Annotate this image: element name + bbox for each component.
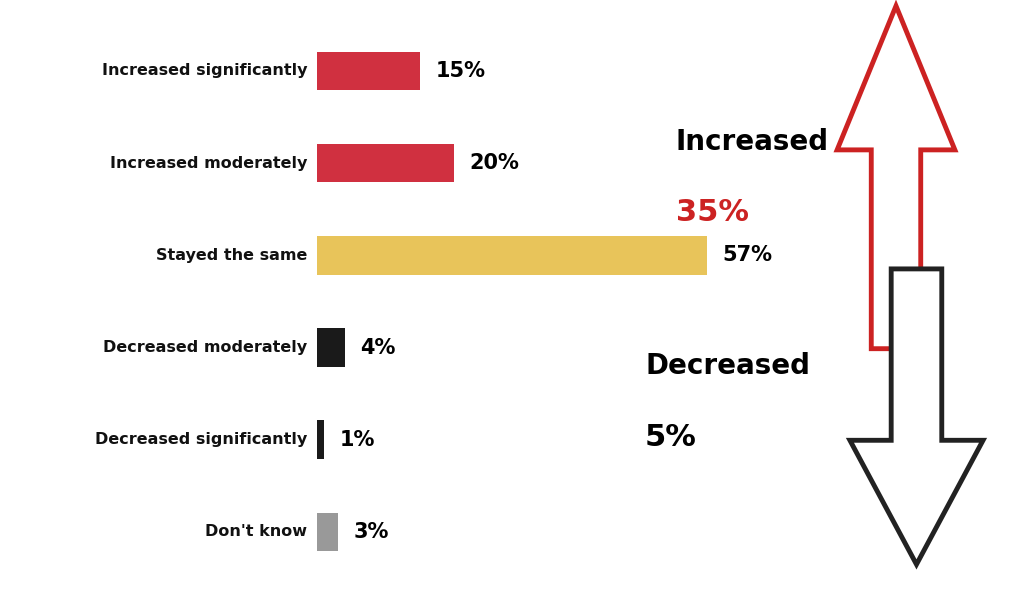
FancyBboxPatch shape: [317, 52, 420, 90]
Text: 5%: 5%: [645, 423, 697, 452]
Polygon shape: [838, 6, 954, 349]
FancyBboxPatch shape: [317, 328, 345, 366]
Text: 15%: 15%: [435, 61, 485, 81]
Text: Increased significantly: Increased significantly: [101, 63, 307, 79]
Text: Increased: Increased: [676, 128, 829, 156]
Text: Don't know: Don't know: [205, 524, 307, 540]
Text: Increased moderately: Increased moderately: [110, 155, 307, 171]
Text: Decreased: Decreased: [645, 352, 810, 381]
Text: 57%: 57%: [722, 245, 772, 265]
Text: 35%: 35%: [676, 198, 749, 228]
Text: 3%: 3%: [353, 522, 389, 542]
Text: Decreased moderately: Decreased moderately: [103, 340, 307, 355]
Polygon shape: [850, 269, 983, 564]
FancyBboxPatch shape: [317, 512, 338, 551]
Text: 4%: 4%: [360, 337, 395, 358]
Text: 20%: 20%: [469, 153, 519, 173]
FancyBboxPatch shape: [317, 236, 707, 274]
Text: Stayed the same: Stayed the same: [156, 248, 307, 263]
Text: 1%: 1%: [340, 430, 375, 450]
Text: Decreased significantly: Decreased significantly: [95, 432, 307, 447]
FancyBboxPatch shape: [317, 144, 454, 183]
FancyBboxPatch shape: [317, 421, 325, 459]
